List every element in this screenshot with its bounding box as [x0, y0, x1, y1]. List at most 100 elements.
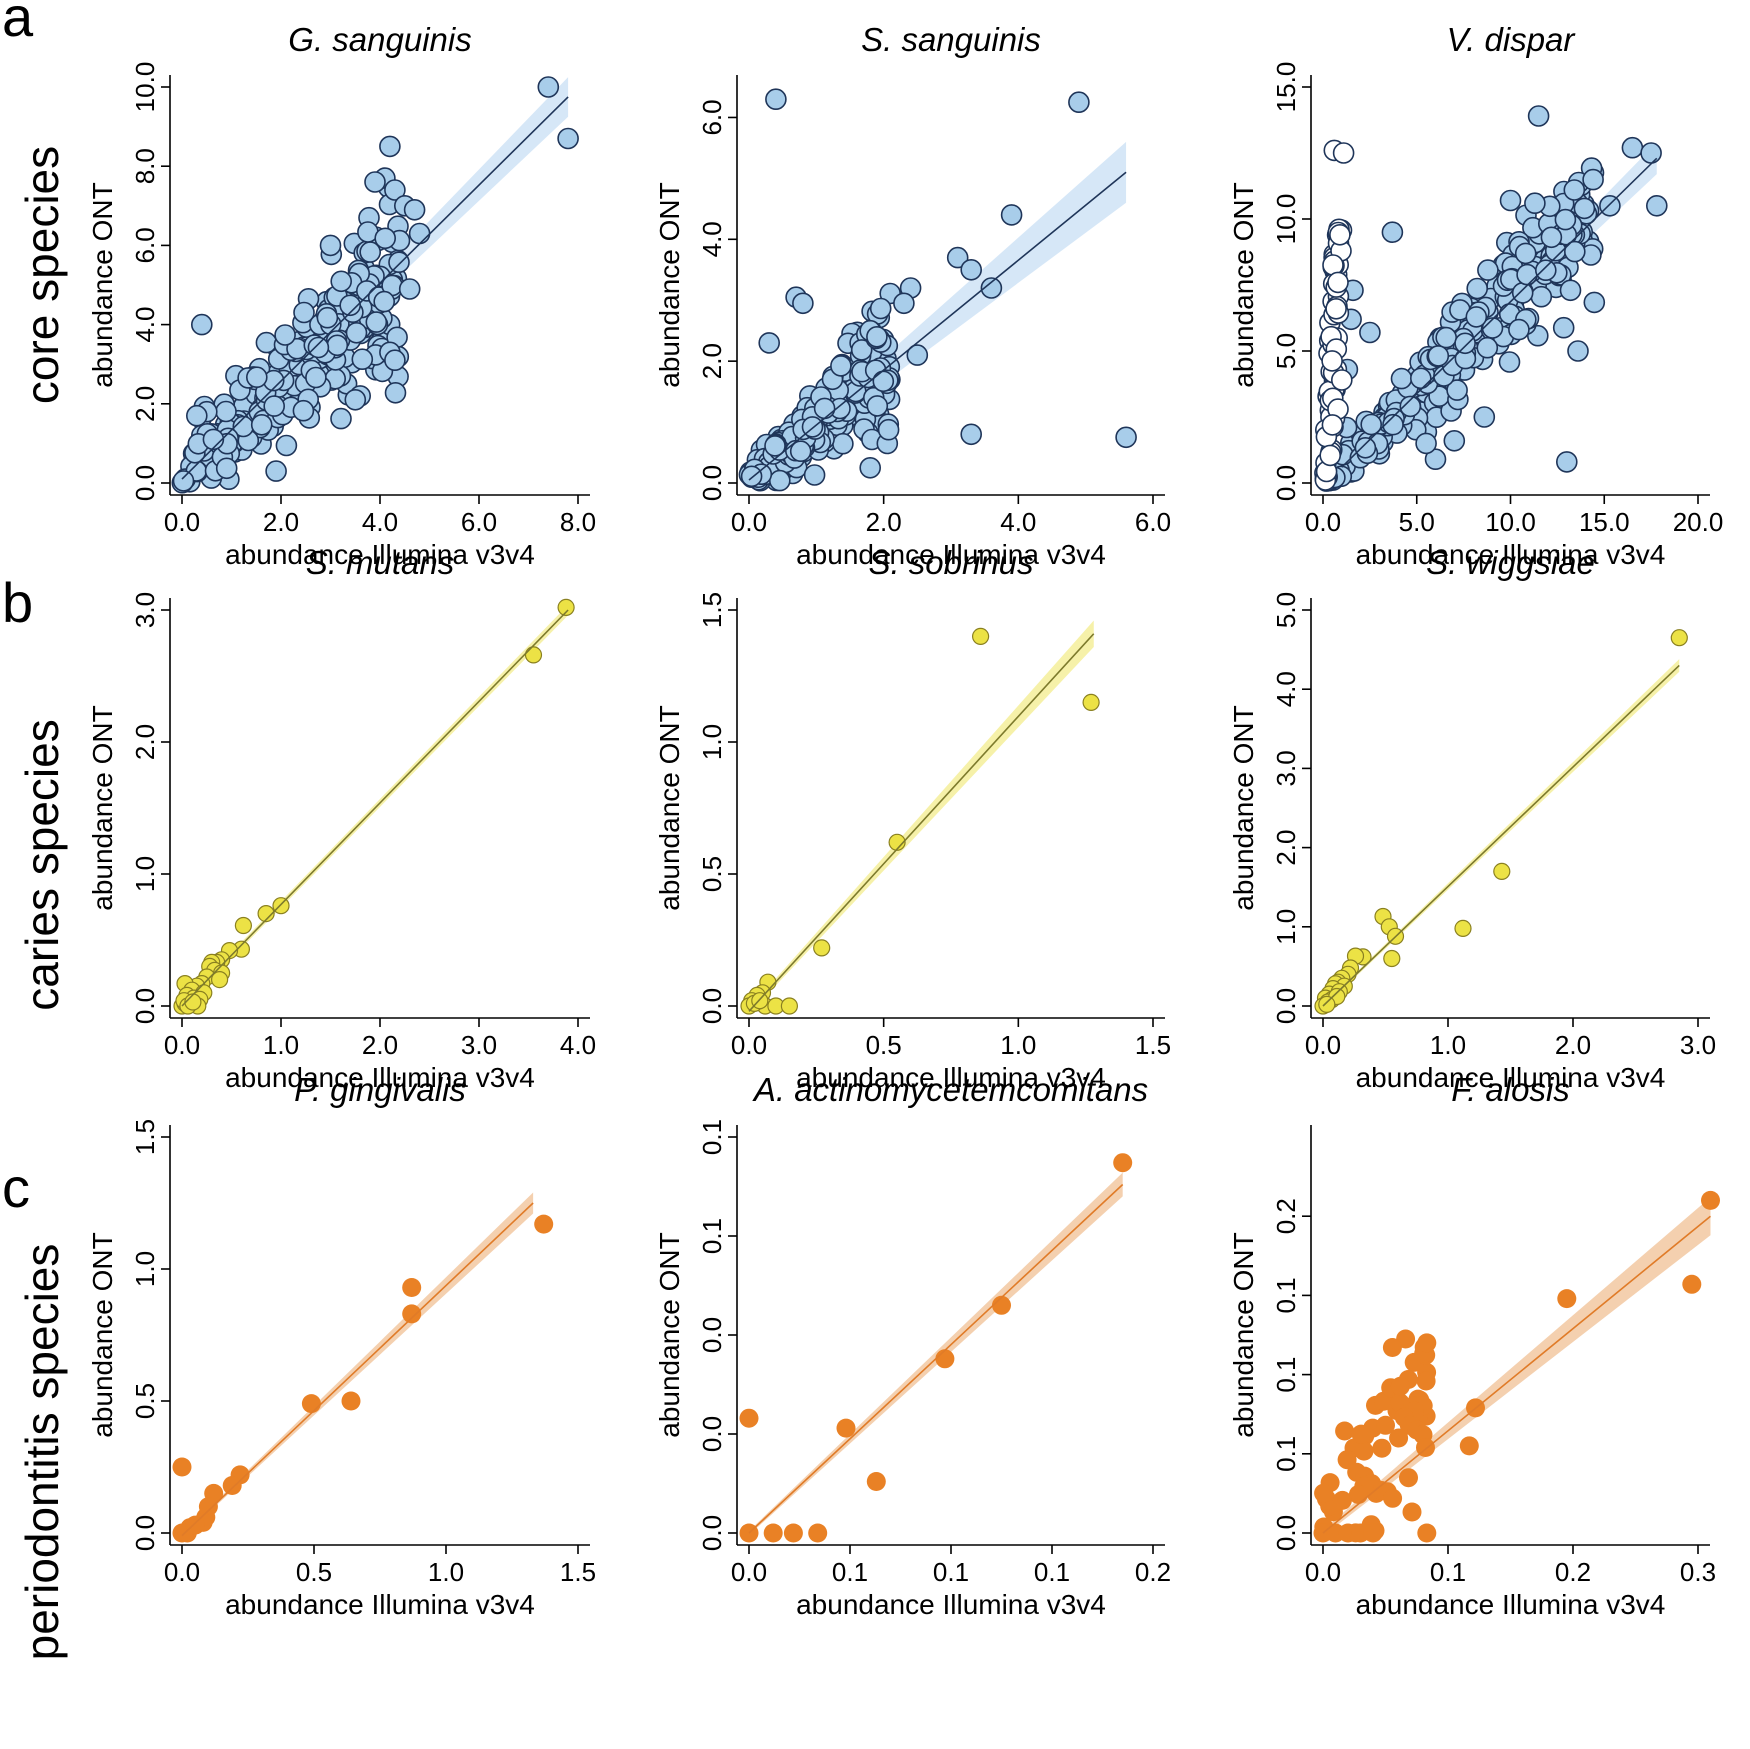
- x-tick-label: 2.0: [362, 1030, 398, 1060]
- y-tick-label: 1.0: [130, 856, 160, 892]
- y-tick-label: 0.0: [697, 1515, 727, 1551]
- y-axis-title: abundance ONT: [1228, 1232, 1259, 1437]
- data-point: [245, 366, 268, 389]
- data-point: [191, 313, 213, 336]
- data-point: [1318, 995, 1336, 1014]
- y-tick-label: 6.0: [130, 227, 160, 263]
- data-point-hollow: [1319, 444, 1341, 467]
- y-tick-label: 10.0: [1271, 194, 1301, 245]
- row-label-core: core species: [16, 146, 68, 404]
- x-axis-title: abundance Illumina v3v4: [1356, 539, 1666, 570]
- data-point: [345, 321, 368, 344]
- row-label-caries: caries species: [16, 719, 68, 1010]
- data-point: [1314, 1483, 1334, 1503]
- regression-line: [1322, 1215, 1712, 1534]
- data-point: [1446, 379, 1468, 401]
- data-point: [808, 1523, 828, 1543]
- data-point: [384, 179, 406, 201]
- data-point: [740, 465, 763, 488]
- x-tick-label: 5.0: [1399, 507, 1435, 537]
- data-point: [813, 939, 831, 957]
- data-point: [301, 1394, 321, 1414]
- data-point: [1382, 1338, 1402, 1357]
- data-point: [398, 278, 421, 300]
- confidence-band: [749, 1172, 1123, 1535]
- regression-line: [1322, 664, 1680, 1007]
- data-point: [1383, 949, 1401, 968]
- data-point: [344, 388, 367, 411]
- panel-letter-a: a: [2, 0, 34, 48]
- data-point: [1473, 406, 1496, 428]
- y-tick-label: 0.0: [1271, 465, 1301, 501]
- data-point: [783, 1523, 803, 1543]
- data-point: [379, 135, 401, 158]
- data-point: [1498, 351, 1521, 373]
- y-tick-label: 0.0: [130, 1515, 160, 1551]
- x-tick-label: 20.0: [1673, 507, 1724, 537]
- x-tick-label: 0.2: [1135, 1557, 1171, 1587]
- x-tick-label: 0.0: [731, 1030, 767, 1060]
- data-point: [872, 370, 895, 393]
- data-point: [1382, 413, 1404, 436]
- data-point: [265, 460, 287, 482]
- x-tick-label: 1.0: [428, 1557, 464, 1587]
- x-tick-label: 10.0: [1485, 507, 1536, 537]
- data-point: [1113, 1153, 1133, 1173]
- data-point: [373, 290, 396, 313]
- data-point: [215, 457, 238, 480]
- scatter-chart-7: P. gingivalis 0.0 0.5 1.0 1.5 0.0 0.5 1.0 1.5 abu…: [87, 1071, 596, 1620]
- y-tick-label: 0.0: [697, 988, 727, 1024]
- data-point: [274, 324, 296, 346]
- data-point: [172, 1457, 192, 1477]
- y-tick-label: 0.1: [697, 1218, 727, 1254]
- data-point: [257, 904, 275, 923]
- y-tick-label: 1.5: [697, 592, 727, 628]
- regression-line: [748, 1183, 1124, 1534]
- data-point: [1402, 1502, 1422, 1522]
- y-tick-label: 4.0: [697, 221, 727, 257]
- x-tick-label: 0.5: [296, 1557, 332, 1587]
- data-point: [534, 1214, 554, 1234]
- data-point: [803, 464, 826, 486]
- data-point: [364, 171, 386, 193]
- data-point: [866, 1472, 886, 1491]
- data-point: [830, 355, 852, 377]
- x-axis-title: abundance Illumina v3v4: [1356, 1062, 1666, 1093]
- x-tick-label: 0.1: [832, 1557, 868, 1587]
- data-point: [1354, 436, 1377, 459]
- data-point: [1360, 413, 1382, 436]
- y-tick-label: 2.0: [130, 724, 160, 760]
- data-point: [222, 1476, 242, 1495]
- data-point: [292, 399, 315, 422]
- data-point: [1493, 862, 1511, 881]
- data-point: [339, 294, 362, 317]
- y-axis-title: abundance ONT: [87, 182, 118, 387]
- scatter-chart-3: V. dispar 0.0 5.0 10.0 15.0 20.0 0.0 5.0 10.0 15.…: [1228, 21, 1723, 570]
- x-axis-title: abundance Illumina v3v4: [225, 1062, 535, 1093]
- data-point: [758, 332, 781, 354]
- data-point: [1573, 197, 1596, 220]
- scatter-chart-6: S. wiggsiae 0.0 1.0 2.0 3.0 0.0 1.0 2.0 3.0 4.0 5.…: [1228, 544, 1716, 1093]
- chart-title: F. alosis: [1451, 1071, 1570, 1108]
- y-tick-label: 1.0: [130, 1251, 160, 1287]
- data-point: [402, 1304, 422, 1324]
- y-tick-label: 0.1: [697, 1119, 727, 1155]
- data-point: [1390, 1376, 1410, 1396]
- x-tick-label: 4.0: [362, 507, 398, 537]
- data-point: [836, 1418, 856, 1438]
- data-point: [764, 435, 786, 457]
- y-tick-label: 0.5: [697, 856, 727, 892]
- x-tick-label: 0.0: [164, 1557, 200, 1587]
- data-point: [1399, 1468, 1418, 1488]
- data-point: [1527, 105, 1550, 127]
- data-point: [1499, 189, 1522, 212]
- data-point: [1363, 1523, 1383, 1543]
- confidence-band: [182, 1192, 534, 1537]
- x-tick-label: 15.0: [1579, 507, 1630, 537]
- data-point: [1540, 226, 1563, 249]
- x-tick-label: 6.0: [461, 507, 497, 537]
- data-point: [403, 199, 426, 221]
- data-point: [1567, 340, 1589, 362]
- data-point: [1376, 1415, 1395, 1435]
